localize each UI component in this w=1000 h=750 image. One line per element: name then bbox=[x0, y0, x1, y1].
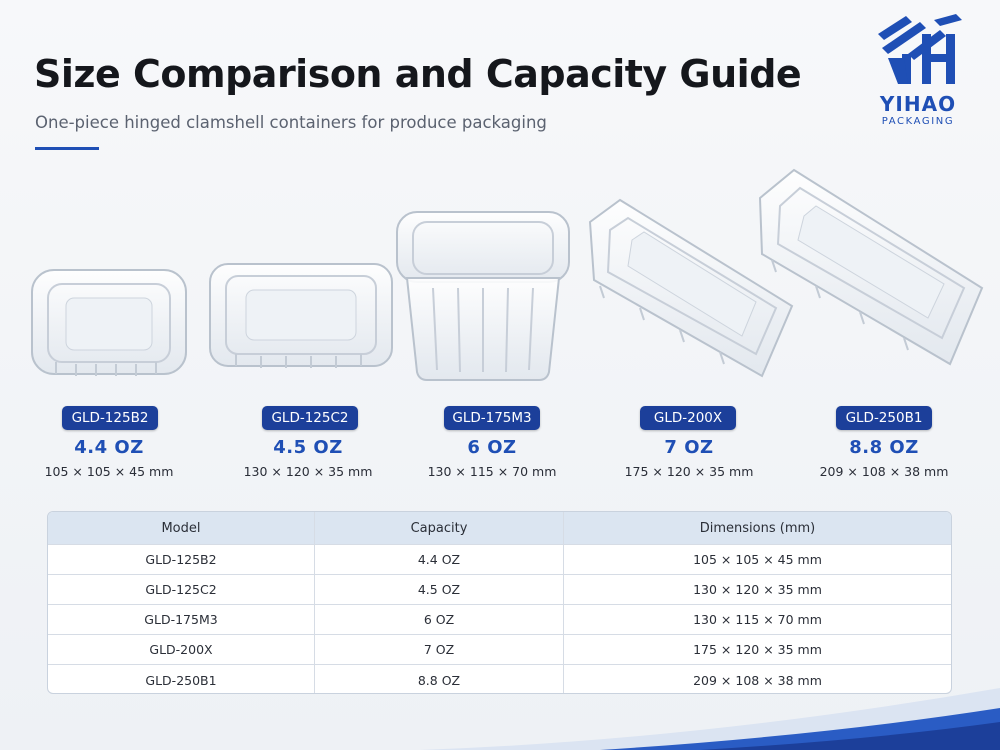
dimensions-label: 209 × 108 × 38 mm bbox=[819, 464, 949, 479]
clear-clamshell-container-icon bbox=[209, 263, 393, 368]
table-cell: 4.4 OZ bbox=[315, 545, 564, 574]
table-cell: 4.5 OZ bbox=[315, 575, 564, 604]
decorative-wave bbox=[420, 688, 1000, 750]
dimensions-label: 105 × 105 × 45 mm bbox=[44, 464, 174, 479]
capacity-label: 7 OZ bbox=[664, 437, 714, 458]
brand-name: YIHAO bbox=[879, 92, 957, 116]
model-badge: GLD-175M3 bbox=[444, 406, 540, 430]
table-cell: GLD-200X bbox=[48, 635, 315, 664]
table-cell: 105 × 105 × 45 mm bbox=[693, 552, 822, 567]
capacity-label: 4.5 OZ bbox=[273, 437, 343, 458]
table-cell: GLD-125B2 bbox=[48, 545, 315, 574]
table-cell: 209 × 108 × 38 mm bbox=[693, 672, 822, 688]
capacity-label: 8.8 OZ bbox=[849, 437, 919, 458]
model-badge: GLD-200X bbox=[640, 406, 736, 430]
table-cell: 6 OZ bbox=[315, 605, 564, 634]
table-row: GLD-125B2 4.4 OZ 105 × 105 × 45 mm bbox=[48, 545, 951, 575]
model-badge: GLD-125B2 bbox=[62, 406, 158, 430]
table-header-cell: Model bbox=[48, 512, 315, 544]
dimensions-label: 130 × 115 × 70 mm bbox=[427, 464, 557, 479]
table-cell: 130 × 120 × 35 mm bbox=[693, 582, 822, 597]
table-cell: 8.8 OZ bbox=[315, 665, 564, 693]
model-badge: GLD-125C2 bbox=[262, 406, 358, 430]
table-header-cell: Capacity bbox=[315, 512, 564, 544]
dimensions-label: 175 × 120 × 35 mm bbox=[624, 464, 754, 479]
clear-clamshell-container-icon bbox=[588, 198, 794, 378]
brand-logo: YIHAO PACKAGING bbox=[862, 14, 974, 127]
table-row: GLD-200X 7 OZ 175 × 120 × 35 mm bbox=[48, 635, 951, 665]
yihao-logo-icon bbox=[878, 14, 962, 84]
capacity-label: 6 OZ bbox=[467, 437, 517, 458]
clear-clamshell-container-icon bbox=[758, 168, 984, 366]
table-header-row: Model Capacity Dimensions (mm) bbox=[48, 512, 951, 545]
table-cell: GLD-250B1 bbox=[48, 665, 315, 693]
table-row: GLD-250B1 8.8 OZ 209 × 108 × 38 mm bbox=[48, 665, 951, 693]
table-cell: GLD-125C2 bbox=[48, 575, 315, 604]
table-header-cell: Dimensions (mm) bbox=[699, 520, 816, 536]
capacity-table: Model Capacity Dimensions (mm) GLD-125B2… bbox=[47, 511, 952, 694]
capacity-label: 4.4 OZ bbox=[74, 437, 144, 458]
page-title: Size Comparison and Capacity Guide bbox=[34, 52, 802, 96]
table-row: GLD-125C2 4.5 OZ 130 × 120 × 35 mm bbox=[48, 575, 951, 605]
page-subtitle: One-piece hinged clamshell containers fo… bbox=[35, 113, 547, 132]
model-badge: GLD-250B1 bbox=[836, 406, 932, 430]
dimensions-label: 130 × 120 × 35 mm bbox=[243, 464, 373, 479]
table-cell: 175 × 120 × 35 mm bbox=[693, 642, 822, 657]
table-cell: 130 × 115 × 70 mm bbox=[693, 612, 822, 627]
title-accent-line bbox=[35, 147, 99, 150]
brand-tagline: PACKAGING bbox=[881, 116, 955, 127]
table-cell: GLD-175M3 bbox=[48, 605, 315, 634]
clear-clamshell-container-icon bbox=[31, 269, 187, 376]
table-row: GLD-175M3 6 OZ 130 × 115 × 70 mm bbox=[48, 605, 951, 635]
clear-clamshell-container-icon bbox=[396, 211, 570, 381]
table-cell: 7 OZ bbox=[315, 635, 564, 664]
